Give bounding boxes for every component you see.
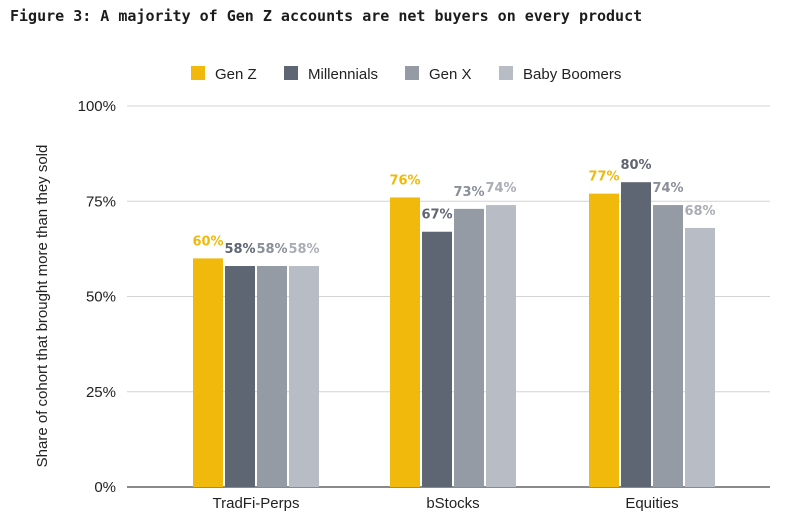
data-label: 80% — [620, 158, 651, 173]
bar — [289, 266, 319, 487]
y-tick-label: 0% — [94, 479, 116, 496]
x-tick-label: Equities — [625, 495, 678, 512]
legend: Gen Z Millennials Gen X Baby Boomers — [191, 66, 621, 83]
bar — [454, 208, 484, 487]
y-axis-label: Share of cohort that brought more than t… — [34, 145, 51, 468]
data-label: 76% — [389, 173, 420, 188]
bar — [257, 266, 287, 487]
bar — [589, 193, 619, 487]
bar — [225, 266, 255, 487]
legend-label: Baby Boomers — [523, 66, 621, 83]
legend-label: Gen Z — [215, 66, 257, 83]
bar — [685, 227, 715, 488]
x-tick-label: bStocks — [426, 495, 479, 512]
legend-label: Gen X — [429, 66, 472, 83]
bar — [653, 205, 683, 487]
y-tick-label: 100% — [78, 98, 116, 115]
data-label: 60% — [192, 234, 223, 249]
y-tick-label: 75% — [86, 193, 116, 210]
y-tick-label: 50% — [86, 289, 116, 306]
data-label: 68% — [684, 204, 715, 219]
x-axis-categories: TradFi-Perps bStocks Equities — [213, 495, 679, 512]
data-label: 67% — [421, 208, 452, 223]
legend-swatch — [499, 66, 513, 80]
bar — [390, 197, 420, 487]
legend-swatch — [284, 66, 298, 80]
bar — [193, 258, 223, 487]
chart-title: Figure 3: A majority of Gen Z accounts a… — [10, 7, 643, 25]
x-tick-label: TradFi-Perps — [213, 495, 300, 512]
data-label: 58% — [256, 242, 287, 257]
data-label: 58% — [288, 242, 319, 257]
data-label: 74% — [485, 181, 516, 196]
y-axis-ticks: 0% 25% 50% 75% 100% — [78, 98, 116, 496]
data-label: 73% — [453, 185, 484, 200]
data-label: 74% — [652, 181, 683, 196]
bar — [621, 182, 651, 487]
legend-swatch — [405, 66, 419, 80]
data-labels: 60%58% 58% 58%76%67%73% 74%77%80%74%68% — [192, 158, 715, 257]
data-label: 58% — [224, 242, 255, 257]
data-label: 77% — [588, 170, 619, 185]
bar — [422, 231, 452, 487]
legend-swatch — [191, 66, 205, 80]
bar — [486, 205, 516, 487]
legend-label: Millennials — [308, 66, 378, 83]
bars — [193, 182, 715, 488]
y-tick-label: 25% — [86, 384, 116, 401]
